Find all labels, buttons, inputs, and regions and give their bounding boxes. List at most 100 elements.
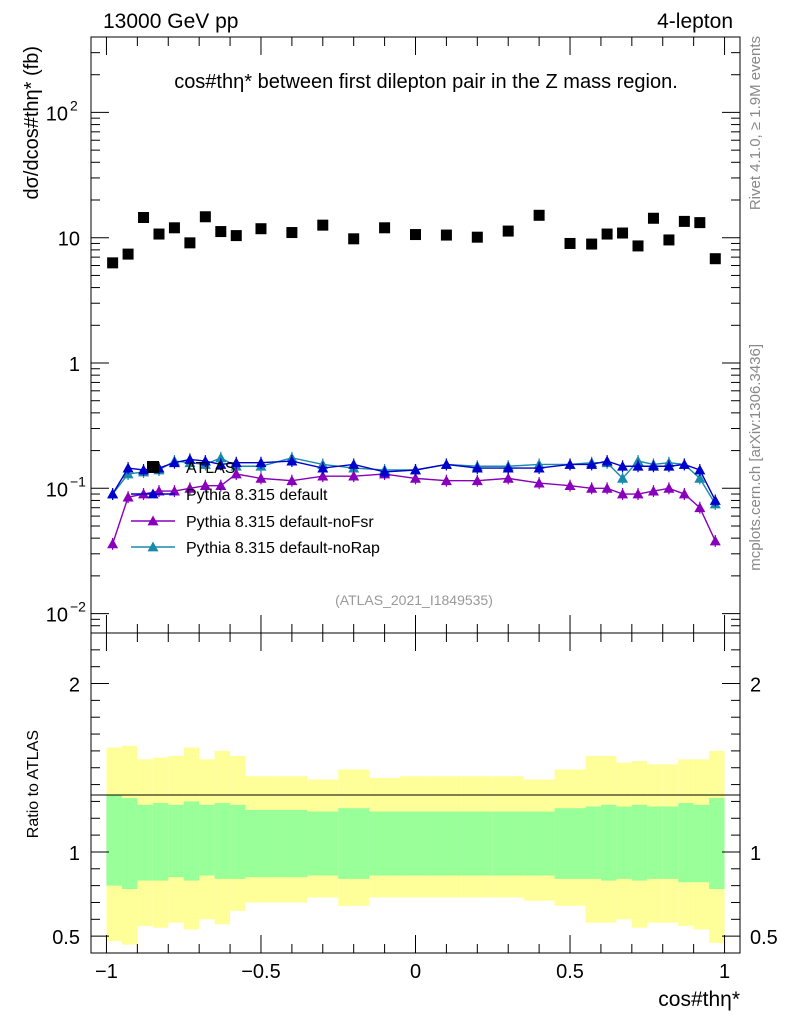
legend-label: ATLAS xyxy=(186,460,236,477)
legend-label: Pythia 8.315 default-noRap xyxy=(186,540,380,557)
series-point xyxy=(215,480,227,491)
data-point xyxy=(168,222,180,234)
x-tick-label: 1 xyxy=(719,961,730,983)
series-point xyxy=(168,485,180,496)
stat-band-bin xyxy=(199,804,215,876)
stat-band-bin xyxy=(152,803,169,881)
series-point xyxy=(678,458,690,469)
x-tick-label: −0.5 xyxy=(241,961,280,983)
y-tick-exponent: 2 xyxy=(70,97,78,113)
series-point xyxy=(533,462,545,473)
data-point xyxy=(617,227,629,239)
series-point xyxy=(502,462,514,473)
ratio-bands xyxy=(106,745,725,945)
series-point xyxy=(199,455,211,466)
series-point xyxy=(379,466,391,477)
stat-band-bin xyxy=(430,811,462,876)
series-point xyxy=(286,455,298,466)
stat-band-bin xyxy=(616,806,632,879)
series-point xyxy=(122,491,134,502)
stat-band-bin xyxy=(369,811,401,876)
stat-band-bin xyxy=(461,811,493,876)
stat-band-bin xyxy=(106,794,122,886)
data-point xyxy=(502,225,514,237)
y-tick-label: 10 xyxy=(46,605,68,627)
legend-label: Pythia 8.315 default xyxy=(186,487,328,504)
series-point xyxy=(107,488,119,499)
series-point xyxy=(199,480,211,491)
ratio-y-tick-label: 0.5 xyxy=(52,927,80,949)
data-point xyxy=(663,234,675,246)
series-point xyxy=(184,453,196,464)
mcplots-label: mcplots.cern.ch [arXiv:1306.3436] xyxy=(747,344,764,571)
series-point xyxy=(471,475,483,486)
series-point xyxy=(286,475,298,486)
legend: ATLAS Pythia 8.315 default Pythia 8.315 de… xyxy=(131,460,380,557)
series-point xyxy=(410,464,421,475)
series-point xyxy=(122,462,134,473)
stat-band-bin xyxy=(678,803,694,883)
stat-band-bin xyxy=(121,798,138,889)
ratio-y-axis-label: Ratio to ATLAS xyxy=(25,730,42,838)
energy-label: 13000 GeV pp xyxy=(103,10,238,33)
series-point xyxy=(709,535,721,546)
data-point xyxy=(471,231,483,243)
data-point xyxy=(317,219,329,231)
series-point xyxy=(255,457,267,468)
series-point xyxy=(694,464,706,475)
series-point xyxy=(230,457,242,468)
legend-marker xyxy=(147,541,159,552)
data-point xyxy=(647,212,659,224)
series-point xyxy=(184,482,196,493)
x-axis-label: cos#thη* xyxy=(658,988,740,1011)
data-point xyxy=(533,209,545,221)
stat-band-bin xyxy=(662,806,679,879)
stat-band-bin xyxy=(647,806,663,879)
y-tick-label: 10 xyxy=(58,229,80,251)
stat-band-bin xyxy=(492,811,524,876)
stat-band-bin xyxy=(245,809,277,878)
series-point xyxy=(138,464,150,475)
series-point xyxy=(586,458,598,469)
analysis-label: (ATLAS_2021_I1849535) xyxy=(335,592,493,608)
data-point xyxy=(348,233,360,245)
data-point xyxy=(153,228,165,240)
stat-band-bin xyxy=(631,804,648,881)
stat-band-bin xyxy=(585,806,601,879)
stat-band-bin xyxy=(554,808,586,879)
series-point xyxy=(709,494,721,505)
data-point xyxy=(678,215,690,227)
plot-title: cos#thη* between first dilepton pair in … xyxy=(174,71,678,93)
series-point xyxy=(317,462,329,473)
series-point xyxy=(586,482,598,493)
y-tick-label: 10 xyxy=(46,479,68,501)
series-point xyxy=(502,472,514,483)
stat-band-bin xyxy=(214,803,231,879)
series-point xyxy=(694,502,706,513)
data-point xyxy=(601,228,613,240)
x-tick-label: 0 xyxy=(410,961,421,983)
data-point xyxy=(410,229,421,241)
series-point xyxy=(601,455,613,466)
x-tick-label: 0.5 xyxy=(556,961,584,983)
stat-band-bin xyxy=(709,798,725,889)
series-point xyxy=(215,452,227,463)
series-point xyxy=(471,462,483,473)
series-point xyxy=(440,475,452,486)
stat-band-bin xyxy=(137,804,153,881)
series-point xyxy=(440,458,452,469)
stat-band-bin xyxy=(600,804,617,881)
ratio-panel: 0.5 0.5 1 1 2 2 −1 −0.5 0 0.5 1 Ratio to ATLAS cos… xyxy=(25,632,778,1011)
series-point xyxy=(663,460,675,471)
stat-band-bin xyxy=(183,801,200,881)
data-point xyxy=(709,253,721,265)
ratio-y-tick-label-right: 0.5 xyxy=(750,927,778,949)
ratio-y-tick-label-right: 1 xyxy=(750,843,761,865)
data-point xyxy=(107,257,119,269)
series-point xyxy=(153,485,165,496)
series-point xyxy=(564,458,576,469)
y-tick-label: 10 xyxy=(46,103,68,125)
series-point xyxy=(694,472,706,483)
